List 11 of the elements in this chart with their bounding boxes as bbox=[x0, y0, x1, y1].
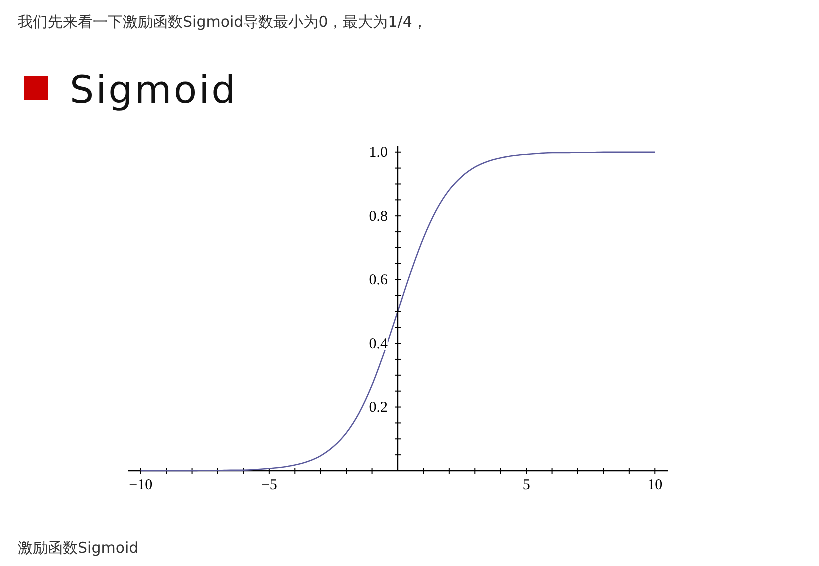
x-tick-label: 10 bbox=[648, 478, 663, 494]
y-tick-label: 1.0 bbox=[369, 145, 388, 162]
x-tick-label: −5 bbox=[261, 478, 278, 494]
text: 我们先来看一下激励函数Sigmoid导数最小为0，最大为1/4， bbox=[18, 13, 428, 31]
text: 激励函数Sigmoid bbox=[18, 539, 139, 557]
x-tick-label: 5 bbox=[522, 478, 530, 494]
chart-title: Sigmoid bbox=[70, 68, 238, 112]
y-tick-label: 0.6 bbox=[369, 272, 388, 289]
y-tick-label: 0.2 bbox=[369, 400, 388, 416]
x-tick-label: −10 bbox=[129, 478, 153, 494]
y-tick-label: 0.8 bbox=[369, 208, 388, 225]
